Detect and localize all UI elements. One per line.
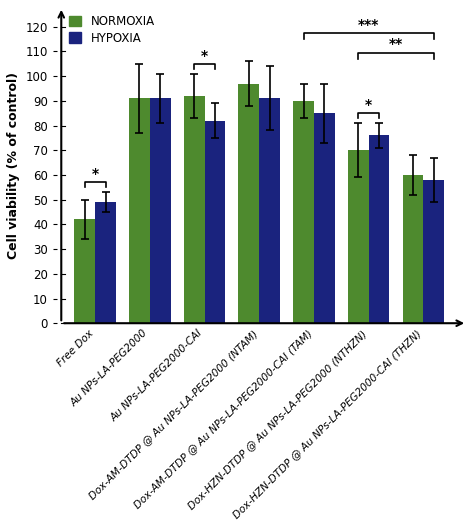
Y-axis label: Cell viability (% of control): Cell viability (% of control) bbox=[7, 72, 20, 259]
Bar bbox=[314, 113, 335, 323]
Bar bbox=[293, 101, 314, 323]
Text: *: * bbox=[201, 48, 208, 63]
Bar bbox=[348, 150, 369, 323]
Bar bbox=[184, 96, 205, 323]
Legend: NORMOXIA, HYPOXIA: NORMOXIA, HYPOXIA bbox=[67, 13, 157, 47]
Text: *: * bbox=[91, 167, 99, 181]
Text: ***: *** bbox=[358, 17, 379, 32]
Text: *: * bbox=[365, 98, 372, 112]
Bar bbox=[259, 99, 280, 323]
Bar bbox=[205, 121, 225, 323]
Bar bbox=[129, 99, 150, 323]
Text: **: ** bbox=[389, 37, 403, 52]
Bar bbox=[238, 84, 259, 323]
Bar bbox=[150, 99, 171, 323]
Bar bbox=[74, 219, 95, 323]
Bar bbox=[369, 135, 390, 323]
Bar bbox=[95, 202, 116, 323]
Bar bbox=[423, 180, 444, 323]
Bar bbox=[402, 175, 423, 323]
